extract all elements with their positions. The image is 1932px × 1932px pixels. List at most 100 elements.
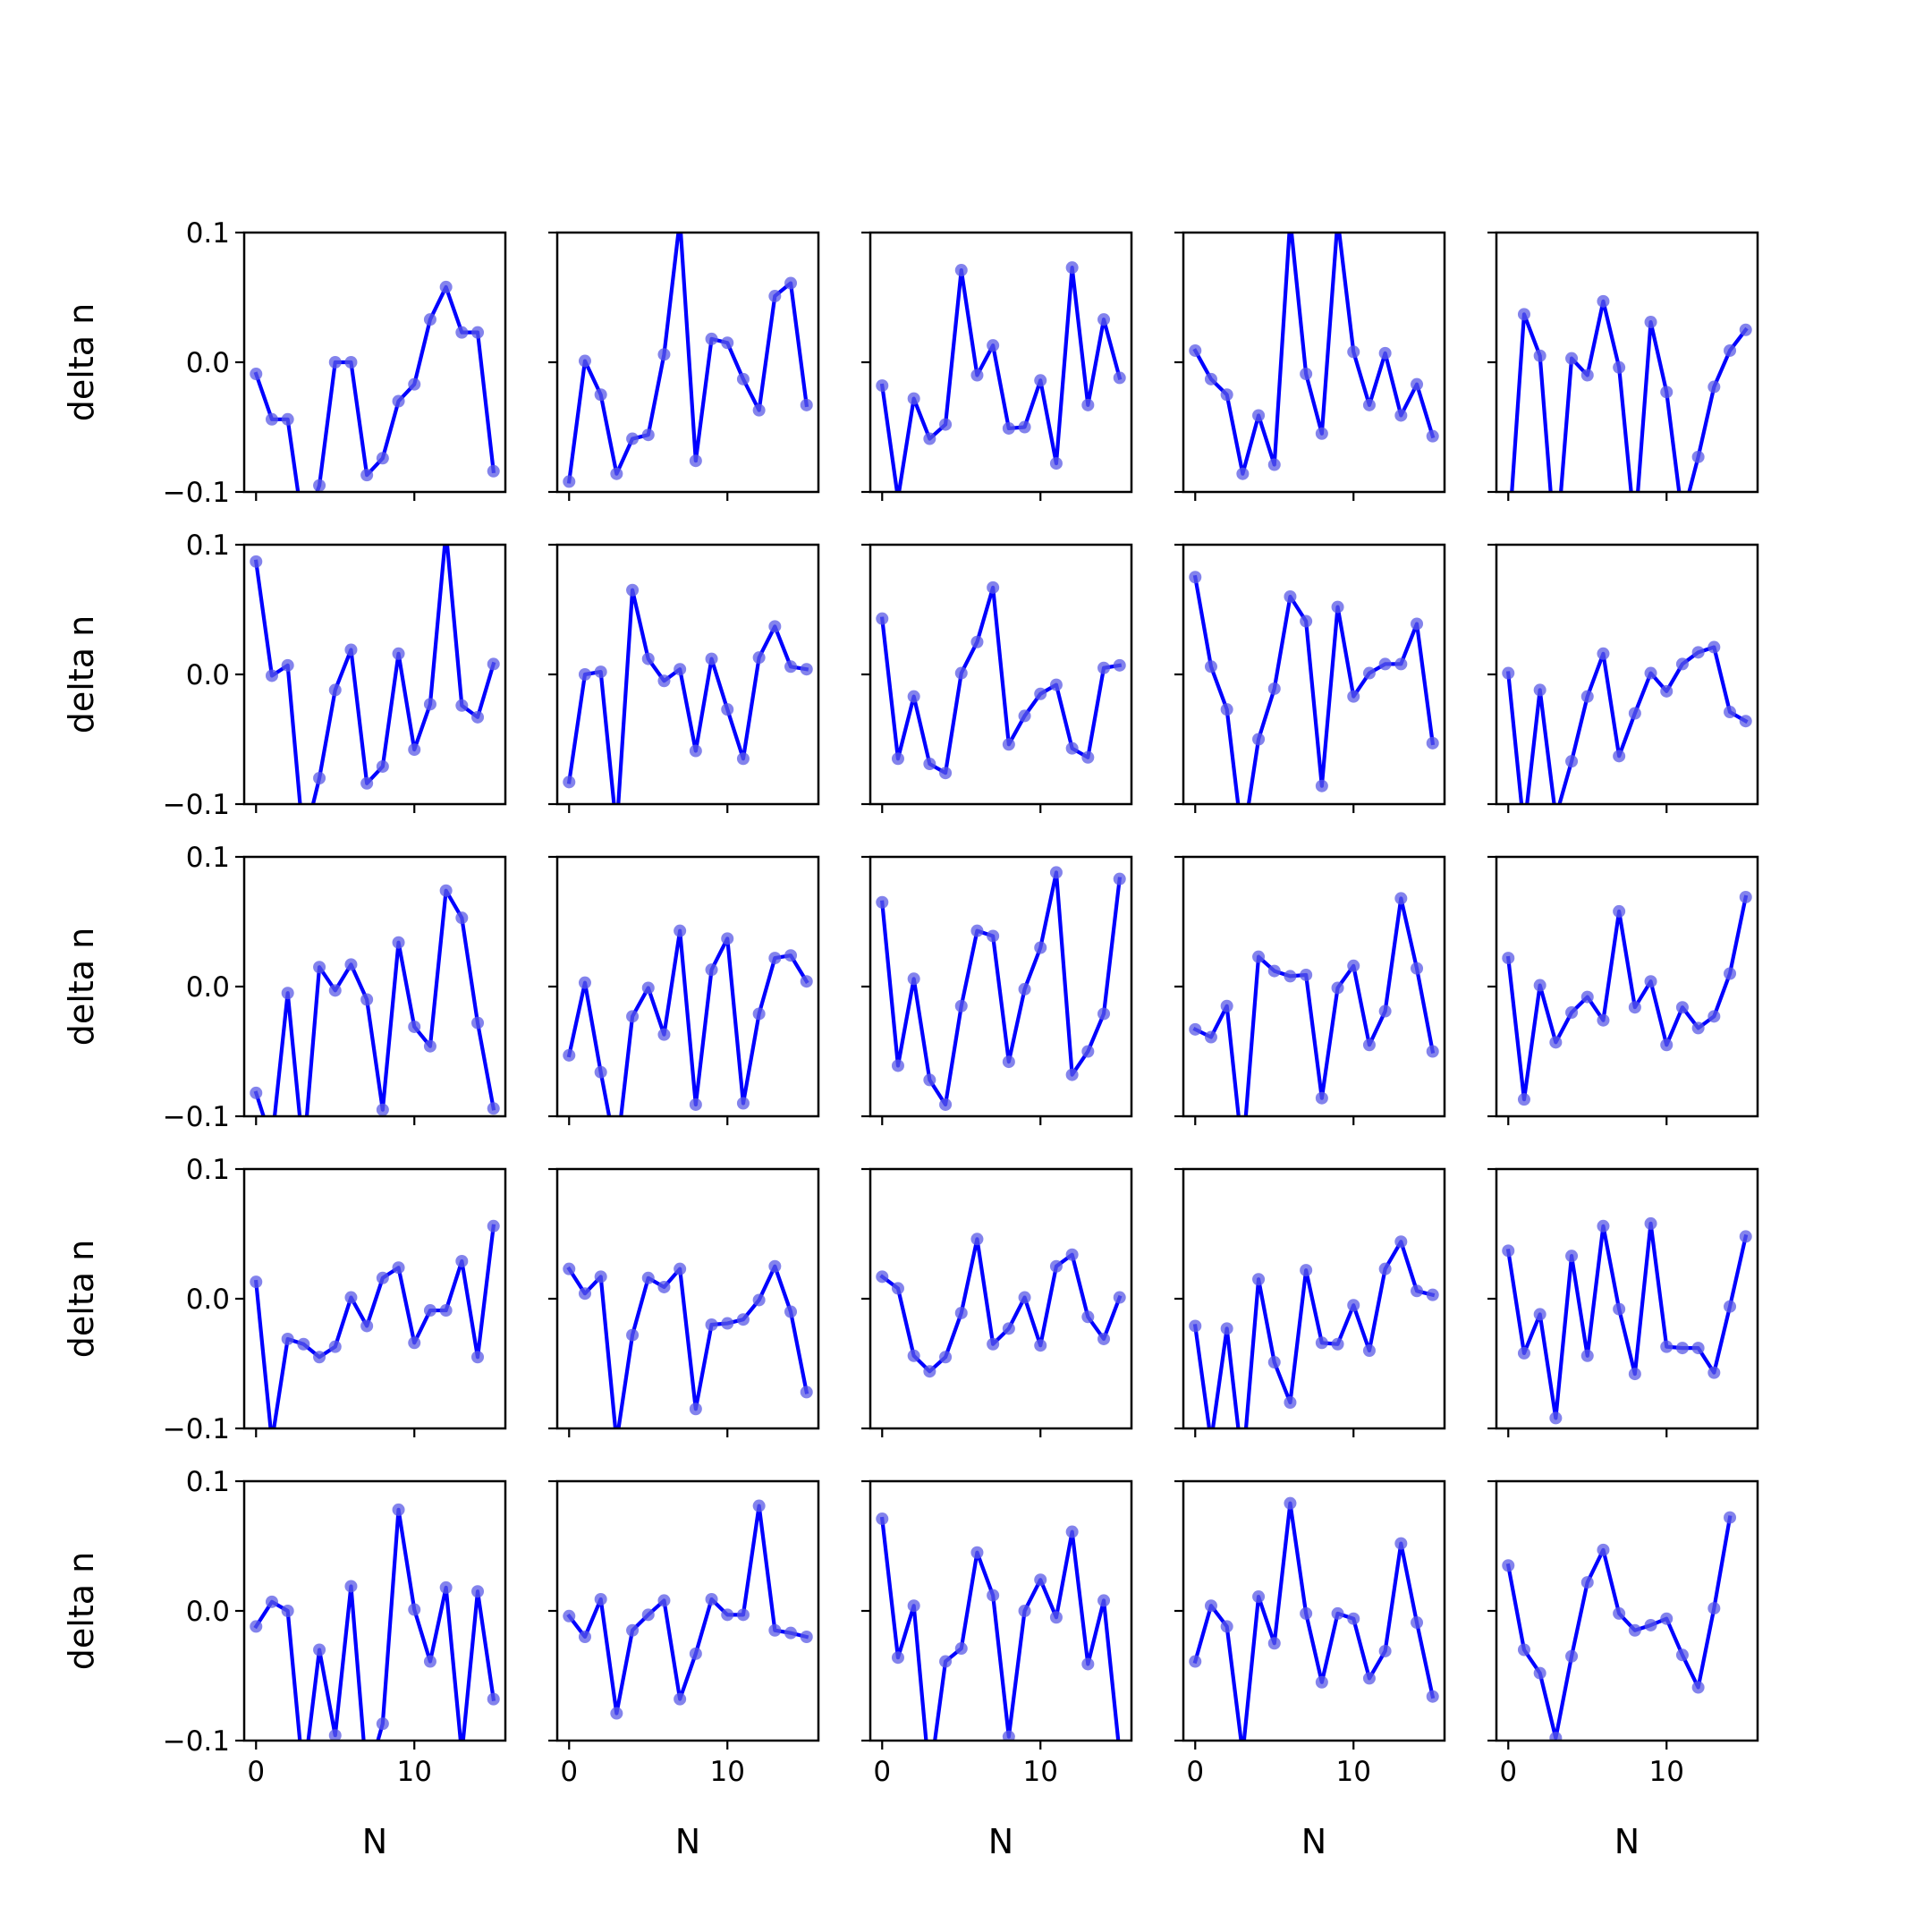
x-tick-label: 10 [1649,1756,1684,1788]
data-point [641,428,655,442]
data-point [1220,388,1233,402]
data-point [1347,1299,1360,1312]
data-point [626,583,640,597]
data-point [1065,1068,1079,1081]
data-point [1533,349,1546,362]
series-group [876,580,1126,780]
series-group [876,866,1126,1111]
data-point [1284,590,1297,603]
data-point [939,1097,953,1111]
series-line [879,870,1123,1107]
data-point [923,1365,936,1378]
data-point [1691,1342,1705,1355]
data-point [1580,990,1594,1004]
data-point [768,952,782,965]
data-point [1644,975,1657,988]
data-point [344,643,358,657]
data-point [313,961,326,974]
data-point [1426,1045,1439,1058]
series-group [250,1219,500,1428]
data-point [1300,1264,1313,1277]
series-group [1502,1216,1752,1425]
data-point [1018,1291,1031,1304]
series-group [1502,890,1752,1106]
data-point [1565,1250,1579,1263]
data-point [344,356,358,369]
data-point [800,663,813,676]
series-group [1502,640,1752,804]
data-point [1580,690,1594,703]
data-point [1267,682,1281,695]
data-point [1597,1543,1610,1556]
series-group [250,1503,500,1741]
y-axis-label: delta n [62,615,101,733]
data-point [1739,1230,1752,1243]
series-line [1505,1221,1749,1420]
data-point [674,663,687,676]
data-point [1362,666,1376,680]
series-group [563,233,813,488]
data-point [736,1097,750,1110]
data-point [1426,1690,1439,1703]
data-point [1724,343,1737,357]
data-point [313,479,326,492]
data-point [987,580,1000,594]
data-point [1613,904,1626,918]
data-point [970,1546,984,1559]
data-point [376,1271,389,1284]
subplot-r5-c2: 0 10 N [548,1479,820,1861]
data-point [1362,1672,1376,1685]
data-point [1049,1611,1063,1624]
data-point [1628,1623,1641,1637]
data-point [641,981,655,995]
data-point [1300,1606,1313,1620]
data-point [721,1317,734,1330]
series-line [1192,574,1436,804]
data-point [1097,1007,1111,1021]
data-point [1517,308,1530,321]
data-point [1018,709,1031,723]
data-point [1628,1001,1641,1014]
data-point [265,1595,278,1608]
data-point [1691,1681,1705,1694]
data-point [876,895,889,909]
series-line [253,1507,496,1741]
data-point [1597,1013,1610,1027]
data-point [281,658,294,672]
x-tick-label: 0 [560,1756,578,1788]
series-line [1505,894,1749,1102]
data-point [1378,1004,1392,1018]
data-point [1002,1322,1015,1335]
y-tick-label: 0.0 [186,1596,230,1628]
subplot-r5-c3: 0 10 N [861,1479,1133,1861]
data-point [970,924,984,937]
subplot-r4-c4 [1174,1167,1446,1437]
data-point [1660,386,1674,399]
data-point [970,635,984,648]
data-point [1252,409,1266,422]
y-tick-label: −0.1 [163,1725,230,1758]
data-point [954,264,968,277]
data-point [1315,427,1328,440]
x-axis-label: N [1614,1822,1640,1861]
y-axis-label: delta n [62,928,101,1046]
x-axis-label: N [1301,1822,1326,1861]
series-line [1192,1240,1436,1428]
data-point [784,949,798,962]
subplot-r4-c3 [861,1167,1133,1437]
data-point [1267,964,1281,978]
y-tick-label: 0.1 [186,842,230,874]
data-point [752,1007,766,1021]
x-axis-label: N [675,1822,700,1861]
data-point [1252,1590,1266,1604]
data-point [1267,458,1281,471]
subplot-r2-c5 [1487,543,1759,813]
series-group [1189,1496,1439,1741]
data-point [1267,1356,1281,1369]
subplot-r5-c1: −0.1 0.0 0.1 0 10 delta n N [62,1466,507,1861]
data-point [736,752,750,766]
data-point [1411,1616,1424,1630]
y-tick-label: −0.1 [163,477,230,509]
data-point [1411,377,1424,391]
y-tick-label: 0.0 [186,971,230,1004]
